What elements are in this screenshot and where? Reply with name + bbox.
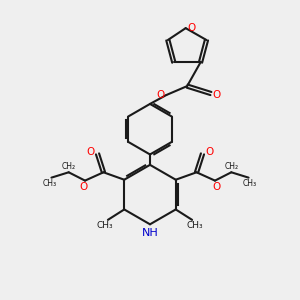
Text: O: O bbox=[213, 90, 221, 100]
Text: O: O bbox=[156, 90, 164, 100]
Text: CH₃: CH₃ bbox=[187, 221, 203, 230]
Text: O: O bbox=[205, 147, 213, 158]
Text: CH₂: CH₂ bbox=[61, 162, 76, 171]
Text: CH₃: CH₃ bbox=[97, 221, 113, 230]
Text: O: O bbox=[187, 23, 195, 33]
Text: O: O bbox=[87, 147, 95, 158]
Text: O: O bbox=[212, 182, 220, 192]
Text: CH₃: CH₃ bbox=[43, 179, 57, 188]
Text: O: O bbox=[80, 182, 88, 192]
Text: CH₂: CH₂ bbox=[224, 162, 239, 171]
Text: NH: NH bbox=[142, 228, 158, 238]
Text: CH₃: CH₃ bbox=[243, 179, 257, 188]
